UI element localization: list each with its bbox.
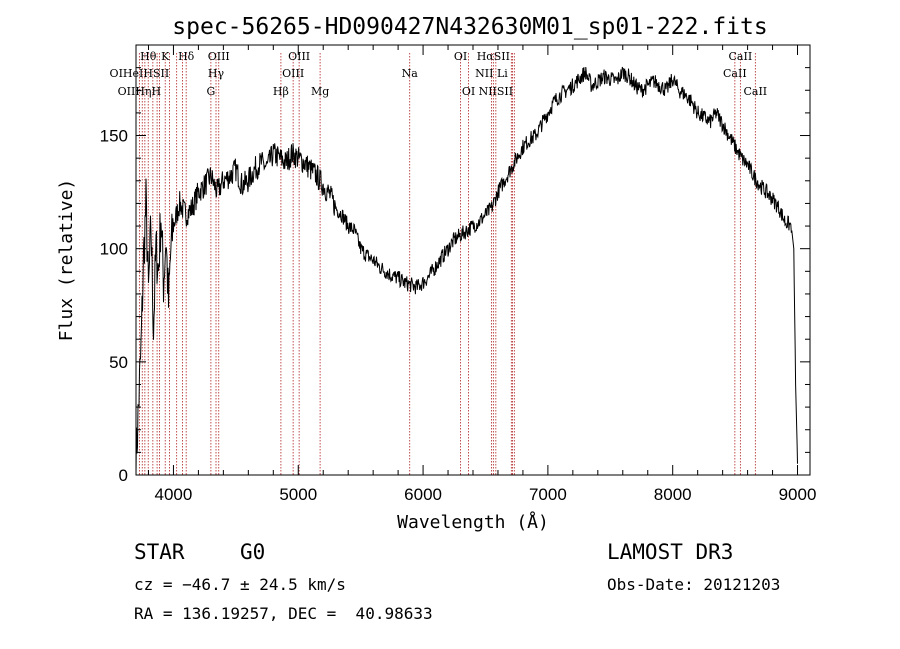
x-tick-label: 9000 [779, 485, 817, 504]
reference-line-label: OIII [288, 50, 310, 63]
reference-line-label: OIII [282, 67, 304, 80]
reference-line-label: NII Li [475, 67, 508, 80]
flux-series-line [135, 66, 798, 476]
reference-line-label: CaII [723, 67, 747, 80]
reference-line-label: Hγ [208, 67, 225, 80]
x-tick-label: 8000 [654, 485, 692, 504]
y-axis-label: Flux (relative) [56, 179, 77, 342]
y-tick-label: 50 [109, 353, 128, 372]
reference-line-label: Hθ [140, 50, 157, 63]
reference-line-label: OIHeIHSII [110, 67, 170, 80]
reference-line-label: Hβ [273, 85, 289, 98]
coordinates: RA = 136.19257, DEC = 40.98633 [134, 604, 433, 623]
x-tick-label: 6000 [404, 485, 442, 504]
redshift-velocity: cz = −46.7 ± 24.5 km/s [134, 575, 346, 594]
x-tick-label: 4000 [155, 485, 193, 504]
chart-title: spec-56265-HD090427N432630M01_sp01-222.f… [172, 14, 767, 40]
reference-line-label: OI [454, 50, 467, 63]
reference-lines [138, 53, 756, 475]
plot-frame [135, 44, 811, 476]
reference-line-label: G [206, 85, 215, 98]
reference-line-label: OI [462, 85, 475, 98]
reference-line-label: Hδ [178, 50, 195, 63]
reference-line-label: OIIHηH [118, 85, 161, 98]
reference-line-label: K [161, 50, 170, 63]
reference-line-label: NIISII [479, 85, 514, 98]
reference-line-label: Mg [311, 85, 329, 98]
reference-line-label: CaII [743, 85, 767, 98]
y-tick-label: 100 [100, 240, 128, 259]
observation-date: Obs-Date: 20121203 [607, 575, 781, 594]
x-tick-label: 5000 [279, 485, 317, 504]
reference-line-label: OIII [208, 50, 230, 63]
reference-line-label: CaII [729, 50, 753, 63]
object-class: STAR [134, 540, 185, 564]
reference-line-label: HαSII [477, 50, 510, 63]
x-tick-label: 7000 [529, 485, 567, 504]
y-tick-label: 0 [119, 466, 128, 485]
reference-line-label: Na [402, 67, 419, 80]
survey-name: LAMOST DR3 [607, 540, 734, 564]
x-axis-label: Wavelength (Å) [397, 511, 549, 533]
object-subclass: G0 [240, 540, 266, 564]
reference-labels: Hθ K Hδ OIII OIII OI HαSII CaII OIHeIHSII Hγ OIII N… [110, 50, 768, 98]
x-axis-ticks: 4000 5000 6000 7000 8000 9000 [147, 45, 817, 504]
y-tick-label: 150 [100, 127, 128, 146]
y-axis-ticks: 0 50 100 150 [100, 67, 810, 485]
